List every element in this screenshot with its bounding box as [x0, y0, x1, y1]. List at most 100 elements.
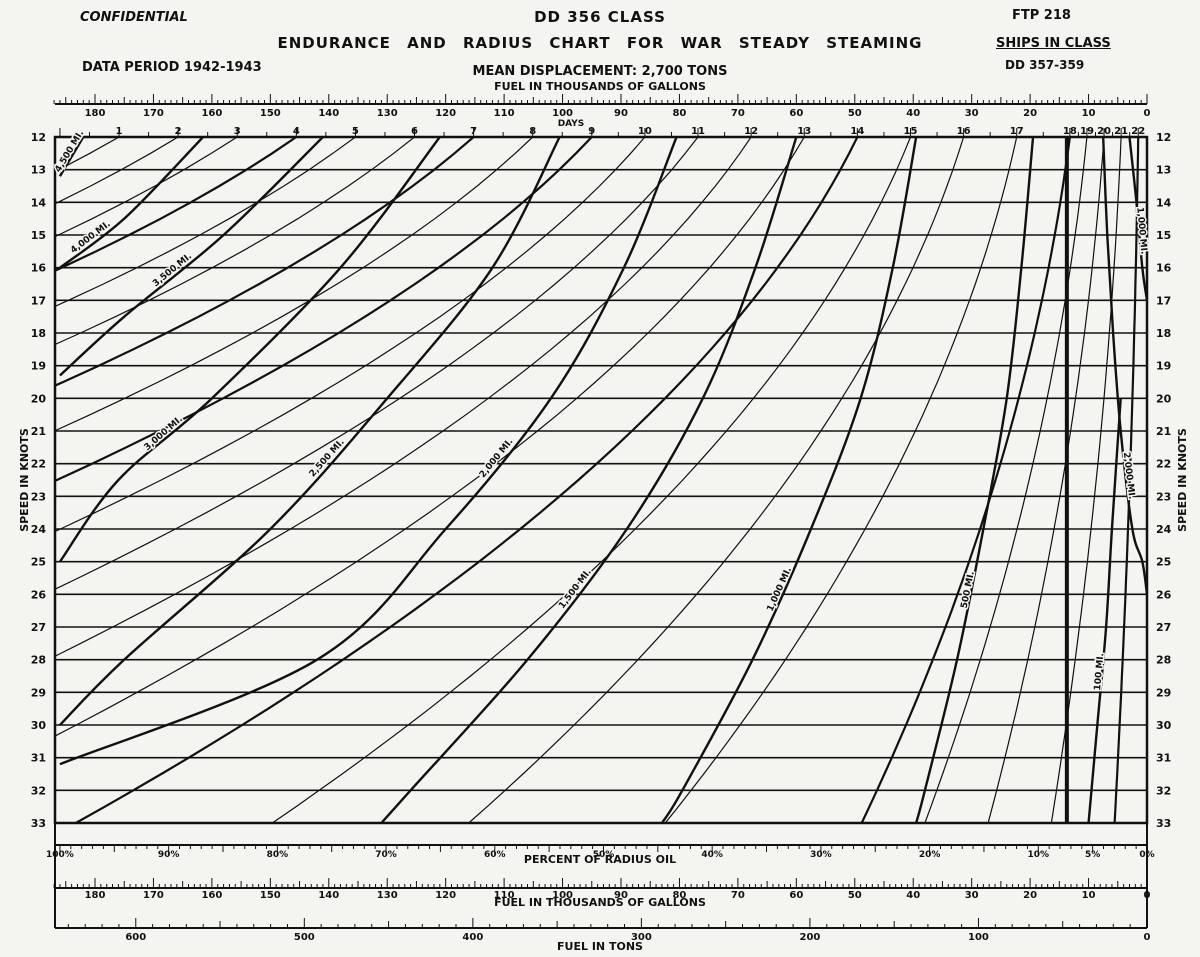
- chart-title: ENDURANCE AND RADIUS CHART FOR WAR STEAD…: [277, 34, 923, 52]
- percent-tick-label: 100%: [46, 850, 74, 860]
- top-gallons-tick-label: 90: [614, 108, 628, 119]
- endurance-day-curve: [271, 137, 912, 823]
- bottom-gallons-tick-label: 120: [435, 890, 456, 901]
- days-tick-label: 3: [234, 126, 241, 137]
- speed-tick-label-left: 14: [31, 196, 47, 209]
- speed-tick-label-left: 21: [31, 425, 46, 438]
- radius-curve: [1087, 398, 1122, 823]
- speed-tick-label-right: 25: [1156, 556, 1171, 569]
- y-axis-title-left: SPEED IN KNOTS: [18, 428, 31, 532]
- radius-curve: [59, 137, 561, 726]
- speed-tick-label-left: 16: [31, 262, 47, 275]
- days-tick-label: 10: [638, 126, 652, 137]
- days-tick-label: 5: [352, 126, 359, 137]
- top-gallons-tick-label: 160: [201, 108, 222, 119]
- bottom-gallons-tick-label: 80: [672, 890, 686, 901]
- top-gallons-tick-label: 30: [965, 108, 979, 119]
- speed-tick-label-left: 30: [31, 719, 47, 732]
- days-tick-label: 6: [411, 126, 418, 137]
- endurance-day-curve: [55, 137, 646, 533]
- speed-tick-label-left: 25: [31, 556, 46, 569]
- speed-tick-label-right: 17: [1156, 294, 1171, 307]
- tons-tick-label: 0: [1144, 932, 1151, 943]
- days-tick-label: 2: [175, 126, 182, 137]
- radius-curve-label: 2,000 MI.: [1121, 452, 1137, 500]
- bottom-gallons-tick-label: 110: [494, 890, 515, 901]
- bottom-gallons-tick-label: 150: [260, 890, 281, 901]
- speed-tick-label-left: 19: [31, 360, 46, 373]
- ftp-label: FTP 218: [1012, 8, 1071, 23]
- days-axis-title: DAYS: [558, 119, 585, 129]
- tons-tick-label: 400: [462, 932, 483, 943]
- bottom-gallons-tick-label: 170: [143, 890, 164, 901]
- speed-tick-label-left: 17: [31, 294, 46, 307]
- speed-tick-label-right: 22: [1156, 458, 1171, 471]
- speed-tick-label-right: 33: [1156, 817, 1171, 830]
- radius-curve: [1128, 137, 1147, 301]
- top-gallons-tick-label: 80: [672, 108, 686, 119]
- tons-axis-title: FUEL IN TONS: [557, 940, 643, 953]
- bottom-gallons-tick-label: 30: [965, 890, 979, 901]
- endurance-day-curve: [1113, 137, 1140, 823]
- endurance-day-curve: [860, 137, 1071, 823]
- top-gallons-tick-label: 40: [906, 108, 920, 119]
- speed-tick-label-right: 14: [1156, 196, 1172, 209]
- radius-curve: [1101, 137, 1147, 595]
- days-tick-label: 14: [850, 126, 864, 137]
- speed-tick-label-right: 32: [1156, 784, 1171, 797]
- radius-curve-label: 3,000 MI.: [143, 414, 185, 453]
- endurance-day-curve: [55, 137, 356, 308]
- bottom-gallons-tick-label: 40: [906, 890, 920, 901]
- speed-tick-label-right: 24: [1156, 523, 1172, 536]
- endurance-day-curve: [55, 137, 297, 272]
- days-tick-label: 8: [529, 126, 536, 137]
- ships-in-class-value: DD 357-359: [1005, 58, 1085, 72]
- days-tick-label: 18: [1063, 126, 1077, 137]
- radius-curve-label: 500 MI.: [960, 570, 977, 609]
- top-gallons-axis-title: FUEL IN THOUSANDS OF GALLONS: [494, 80, 706, 93]
- speed-tick-label-left: 31: [31, 752, 46, 765]
- days-tick-label: 13: [797, 126, 811, 137]
- top-gallons-tick-label: 60: [789, 108, 803, 119]
- bottom-gallons-tick-label: 160: [201, 890, 222, 901]
- days-tick-label: 9: [588, 126, 595, 137]
- radius-curve: [660, 137, 918, 823]
- bottom-gallons-tick-label: 50: [848, 890, 862, 901]
- speed-tick-label-right: 12: [1156, 131, 1171, 144]
- percent-tick-label: 40%: [701, 850, 723, 860]
- speed-tick-label-left: 29: [31, 686, 46, 699]
- speed-tick-label-right: 27: [1156, 621, 1171, 634]
- bottom-gallons-tick-label: 10: [1082, 890, 1096, 901]
- speed-tick-label-right: 28: [1156, 654, 1171, 667]
- percent-tick-label: 20%: [919, 850, 941, 860]
- percent-tick-label: 80%: [267, 850, 289, 860]
- speed-tick-label-left: 32: [31, 784, 46, 797]
- radius-curve: [58, 137, 85, 177]
- speed-tick-label-right: 26: [1156, 588, 1172, 601]
- days-tick-label: 15: [904, 126, 918, 137]
- top-gallons-tick-label: 170: [143, 108, 164, 119]
- bottom-gallons-tick-label: 70: [731, 890, 745, 901]
- radius-curve-label: 4,000 MI.: [69, 219, 113, 256]
- days-tick-label: 11: [691, 126, 705, 137]
- speed-tick-label-left: 33: [31, 817, 46, 830]
- endurance-day-curve: [55, 137, 415, 346]
- endurance-day-curve: [55, 137, 593, 483]
- endurance-day-curve: [55, 137, 752, 657]
- mean-displacement-label: MEAN DISPLACEMENT: 2,700 TONS: [472, 64, 728, 79]
- endurance-day-curve: [664, 137, 1018, 823]
- top-gallons-tick-label: 20: [1023, 108, 1037, 119]
- top-gallons-tick-label: 100: [552, 108, 573, 119]
- endurance-day-curve: [75, 137, 859, 823]
- tons-tick-label: 100: [968, 932, 989, 943]
- confidential-label: CONFIDENTIAL: [80, 10, 188, 25]
- radius-curve-label: 1,500 MI.: [557, 567, 594, 611]
- speed-tick-label-left: 18: [31, 327, 46, 340]
- radius-curve: [58, 137, 441, 563]
- radius-curve: [380, 137, 798, 823]
- endurance-day-curve: [468, 137, 965, 823]
- endurance-day-curve: [924, 137, 1088, 823]
- top-gallons-tick-label: 10: [1082, 108, 1096, 119]
- days-tick-label: 7: [470, 126, 477, 137]
- percent-tick-label: 50%: [593, 850, 615, 860]
